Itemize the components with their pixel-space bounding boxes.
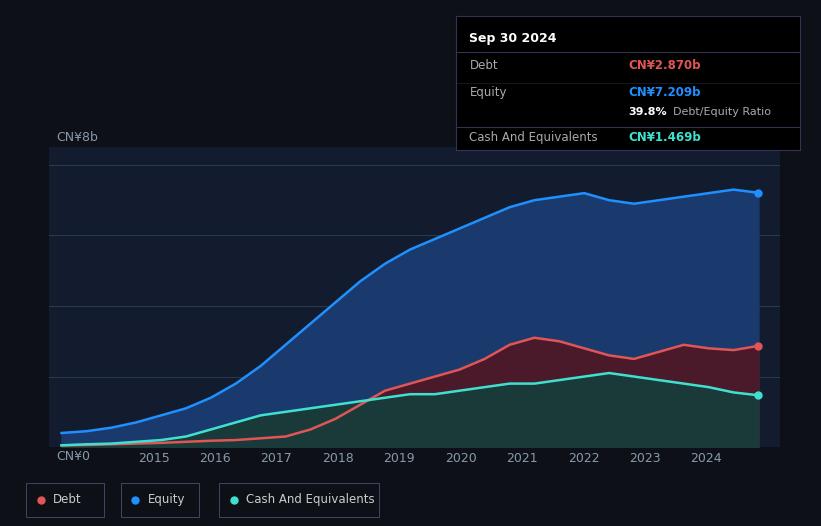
Text: Debt: Debt <box>53 493 82 506</box>
Text: CN¥0: CN¥0 <box>57 450 90 463</box>
Text: Equity: Equity <box>148 493 186 506</box>
Text: Cash And Equivalents: Cash And Equivalents <box>246 493 375 506</box>
Text: CN¥8b: CN¥8b <box>57 132 99 144</box>
Text: 39.8%: 39.8% <box>628 107 667 117</box>
Text: CN¥7.209b: CN¥7.209b <box>628 86 700 99</box>
Text: Debt: Debt <box>470 59 498 72</box>
Text: CN¥2.870b: CN¥2.870b <box>628 59 700 72</box>
Text: Equity: Equity <box>470 86 507 99</box>
Text: CN¥1.469b: CN¥1.469b <box>628 132 701 144</box>
Text: Debt/Equity Ratio: Debt/Equity Ratio <box>673 107 771 117</box>
Text: Sep 30 2024: Sep 30 2024 <box>470 32 557 45</box>
Text: Cash And Equivalents: Cash And Equivalents <box>470 132 598 144</box>
